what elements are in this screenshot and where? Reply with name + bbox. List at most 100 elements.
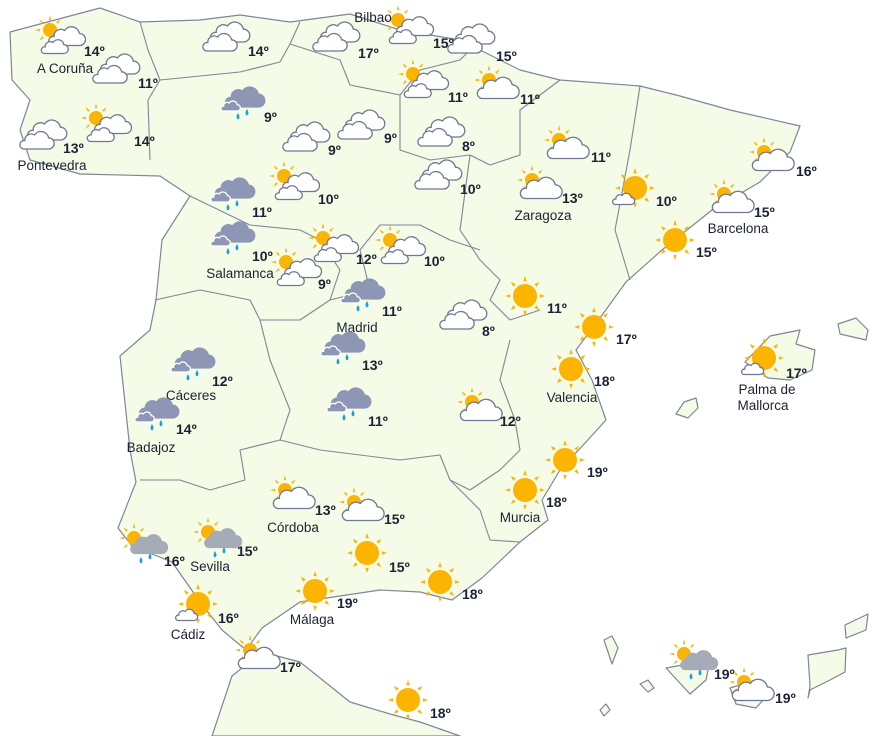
rain-icon xyxy=(170,347,216,381)
sun-ray xyxy=(550,469,556,475)
city-label: Zaragoza xyxy=(514,208,572,223)
sun-ray xyxy=(196,618,200,624)
station-point-9: 9º xyxy=(220,86,277,125)
sun-ray xyxy=(387,9,392,14)
sun-ray xyxy=(762,137,766,143)
temperature-label: 17º xyxy=(786,365,807,381)
cloud-shape xyxy=(210,235,231,247)
sun-ray xyxy=(352,487,356,493)
temperature-label: 11º xyxy=(520,91,540,107)
sun-ray xyxy=(592,307,596,313)
cloud-shape xyxy=(174,608,199,622)
city-label: Málaga xyxy=(290,612,335,627)
ibiza-island xyxy=(675,397,699,419)
sun-disc xyxy=(553,448,577,472)
sun-ray xyxy=(425,591,431,597)
sun-ray xyxy=(329,589,335,593)
sun-ray xyxy=(313,571,317,577)
cloud-shape xyxy=(40,39,69,55)
station-c-diz: 16º Cádiz xyxy=(171,584,239,642)
sun-ray xyxy=(539,294,545,298)
rain-drop xyxy=(342,414,346,421)
sun-ray xyxy=(256,639,261,644)
city-label: Barcelona xyxy=(708,221,769,236)
rain-icon xyxy=(340,278,386,312)
sun-ray xyxy=(521,169,526,174)
sun-disc xyxy=(582,315,606,339)
sun-ray xyxy=(579,458,585,462)
sun-ray xyxy=(534,499,540,505)
sun-ray xyxy=(271,260,277,264)
sun-ray xyxy=(505,488,511,492)
station-point-6: 15º xyxy=(447,23,517,64)
rain-drop xyxy=(356,305,360,312)
clouds-icon xyxy=(92,53,141,84)
temperature-label: 14º xyxy=(176,421,197,437)
temperature-label: 10º xyxy=(424,253,445,269)
temperature-label: 11º xyxy=(252,204,272,220)
sun-ray xyxy=(183,589,189,595)
region-borders xyxy=(139,21,641,543)
sun-cloud-icon xyxy=(375,225,427,265)
sun-icon xyxy=(347,533,387,573)
sun-ray xyxy=(123,544,128,549)
sun-ray xyxy=(206,517,210,523)
sun-ray xyxy=(510,305,516,311)
sun-disc xyxy=(513,284,537,308)
sun-ray xyxy=(684,225,690,231)
sun-ray xyxy=(517,178,523,182)
cloud-shape xyxy=(340,292,361,304)
canary-island xyxy=(639,679,655,693)
rain-drop xyxy=(186,374,190,381)
sun-ray xyxy=(523,504,527,510)
cloud-shape xyxy=(276,271,305,287)
sun-ray xyxy=(673,220,677,226)
sun-ray xyxy=(523,276,527,282)
sun-ray xyxy=(119,536,125,540)
sun-cloud-icon xyxy=(35,15,87,55)
cloud-shape xyxy=(312,32,348,52)
sun-ray xyxy=(324,600,330,606)
station-point-19: 16º xyxy=(749,137,817,179)
station-sevilla: 15º Sevilla xyxy=(190,517,258,574)
cloud-shape xyxy=(447,34,483,54)
temperature-label: 9º xyxy=(318,276,331,292)
temperature-label: 14º xyxy=(134,133,155,149)
sun-ray xyxy=(633,202,637,208)
sun-ray xyxy=(556,378,562,384)
sun-icon xyxy=(505,470,545,510)
station-zaragoza: 13º Zaragoza xyxy=(514,165,583,223)
sun-disc xyxy=(383,233,397,247)
station-point-31: 17º xyxy=(574,307,637,347)
sun-ray xyxy=(660,249,666,255)
temperature-label: 10º xyxy=(252,248,273,264)
temperature-label: 11º xyxy=(591,149,611,165)
temperature-label: 11º xyxy=(448,89,468,105)
sun-ray xyxy=(474,78,480,82)
sun-ray xyxy=(655,238,661,242)
sun-ray xyxy=(291,479,296,484)
sun-ray xyxy=(579,336,585,342)
sun-ray xyxy=(406,714,410,720)
cloud-shape xyxy=(320,345,341,357)
cloud-shape xyxy=(274,185,303,201)
sun-ray xyxy=(749,150,755,154)
sun-disc xyxy=(406,67,420,81)
temperature-label: 18º xyxy=(594,373,615,389)
rain-drop xyxy=(226,248,230,255)
sun-cloud-icon xyxy=(269,161,321,201)
sun-ray xyxy=(563,440,567,446)
sun-cloud-single-icon xyxy=(749,137,795,172)
sun-ray xyxy=(457,400,463,404)
station-point-16: 11º xyxy=(544,125,611,165)
sun-ray xyxy=(510,281,516,287)
sun-ray xyxy=(365,533,369,539)
station-point-13: 9º xyxy=(337,109,397,146)
sun-ray xyxy=(548,129,553,134)
sun-small-cloud-icon xyxy=(611,168,655,208)
rain-drop xyxy=(245,109,249,116)
sun-ray xyxy=(523,470,527,476)
sun-ray xyxy=(574,325,580,329)
